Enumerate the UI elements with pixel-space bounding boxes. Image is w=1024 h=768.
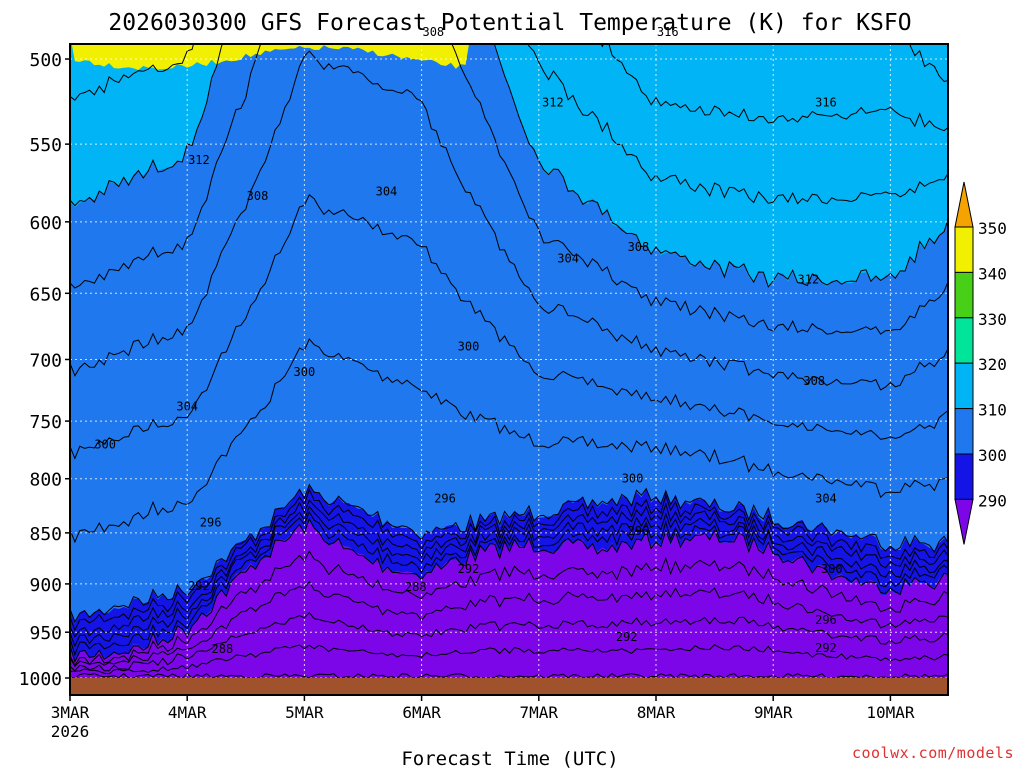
contour-label: 300 [94, 438, 116, 452]
isotherm-line [70, 44, 948, 205]
isotherm-line [70, 488, 948, 632]
contour-label: 296 [200, 515, 222, 529]
x-tick-label: 10MAR [866, 703, 915, 722]
isotherm-line [70, 644, 948, 675]
isotherm-line [70, 510, 948, 657]
isotherm-line [70, 550, 948, 667]
isotherm-line [70, 50, 948, 391]
isotherm-line [70, 338, 948, 544]
plot-area [70, 44, 948, 678]
isotherm-line [70, 499, 948, 638]
y-tick-label: 850 [29, 524, 62, 545]
contour-label: 316 [657, 25, 679, 39]
y-tick-label: 750 [29, 412, 62, 433]
legend-label: 330 [978, 310, 1007, 329]
isotherm-line [600, 44, 948, 132]
contour-label: 312 [188, 153, 210, 167]
y-tick-label: 950 [29, 623, 62, 644]
y-tick-label: 550 [29, 135, 62, 156]
y-tick-label: 500 [29, 50, 62, 71]
contour-label: 300 [458, 340, 480, 354]
y-tick-label: 650 [29, 284, 62, 305]
x-tick-label: 7MAR [520, 703, 559, 722]
isotherm-lines [70, 44, 948, 678]
y-tick-label: 700 [29, 350, 62, 371]
isotherm-line [70, 194, 948, 460]
legend-swatch [954, 226, 974, 273]
contour-label: 292 [188, 579, 210, 593]
contour-label: 288 [212, 642, 234, 656]
contour-label: 308 [628, 240, 650, 254]
legend-swatch [954, 408, 974, 455]
contour-label: 292 [815, 641, 837, 655]
contour-label: 292 [616, 630, 638, 644]
legend-label: 310 [978, 401, 1007, 420]
contour-label: 304 [176, 400, 198, 414]
plot-border [69, 43, 949, 696]
contour-label: 296 [434, 492, 456, 506]
isotherm-line [70, 44, 948, 288]
contour-label: 300 [622, 472, 644, 486]
legend-label: 300 [978, 446, 1007, 465]
isotherm-line [70, 672, 948, 678]
isotherm-line [70, 483, 948, 624]
x-tick-label: 5MAR [285, 703, 324, 722]
fill-band-300-310 [70, 44, 948, 624]
isotherm-line [70, 505, 948, 648]
legend-swatch [954, 317, 974, 364]
legend-label: 340 [978, 264, 1007, 283]
legend-swatch [954, 271, 974, 319]
x-tick-label: 4MAR [168, 703, 207, 722]
contour-label: 308 [247, 189, 269, 203]
y-tick-label: 1000 [19, 669, 62, 690]
legend-swatch-bottom [954, 498, 974, 545]
isotherm-line [70, 517, 948, 663]
ground-bar [70, 678, 948, 695]
contour-label: 312 [542, 96, 564, 110]
chart-title: 2026030300 GFS Forecast Potential Temper… [108, 10, 911, 36]
isotherm-line [70, 611, 948, 672]
contour-label: 296 [628, 524, 650, 538]
color-legend: 350 340 330 320 310 300 290 [954, 181, 1007, 545]
fill-band-310-320 [70, 44, 948, 287]
contour-label: 288 [405, 580, 427, 594]
x-tick-label: 3MAR [51, 703, 90, 722]
contour-label: 308 [422, 25, 444, 39]
fill-band-290-300 [70, 484, 948, 663]
contour-label: 304 [557, 251, 579, 265]
isotherm-line [70, 580, 948, 668]
x-tick-sublabel: 2026 [51, 722, 90, 741]
contour-label: 300 [294, 365, 316, 379]
credit-text: coolwx.com/models [851, 744, 1014, 762]
fill-band-340-350 [70, 44, 948, 70]
contour-label: 292 [458, 562, 480, 576]
legend-swatch [954, 453, 974, 500]
contour-label: 304 [815, 492, 837, 506]
contour-label: 304 [376, 185, 398, 199]
isotherm-line [70, 44, 948, 335]
legend-label: 290 [978, 491, 1007, 510]
contour-label: 316 [815, 96, 837, 110]
x-tick-label: 8MAR [637, 703, 676, 722]
contour-label: 296 [815, 613, 837, 627]
y-tick-label: 900 [29, 575, 62, 596]
contour-label: 300 [821, 562, 843, 576]
contour-label: 312 [798, 272, 820, 286]
y-tick-label: 800 [29, 470, 62, 491]
y-axis: 2503003504004505005506006507007508008509… [19, 50, 70, 690]
contour-label: 308 [803, 374, 825, 388]
contour-labels: 3323403363323283283243283203243283283243… [94, 25, 843, 656]
fill-band-<290 [70, 521, 948, 678]
legend-swatch-top [954, 181, 974, 228]
y-tick-label: 600 [29, 213, 62, 234]
legend-swatch [954, 362, 974, 410]
x-axis-label: Forecast Time (UTC) [401, 748, 618, 768]
x-tick-label: 6MAR [402, 703, 441, 722]
legend-label: 350 [978, 219, 1007, 238]
legend-label: 320 [978, 355, 1007, 374]
x-tick-label: 9MAR [754, 703, 793, 722]
